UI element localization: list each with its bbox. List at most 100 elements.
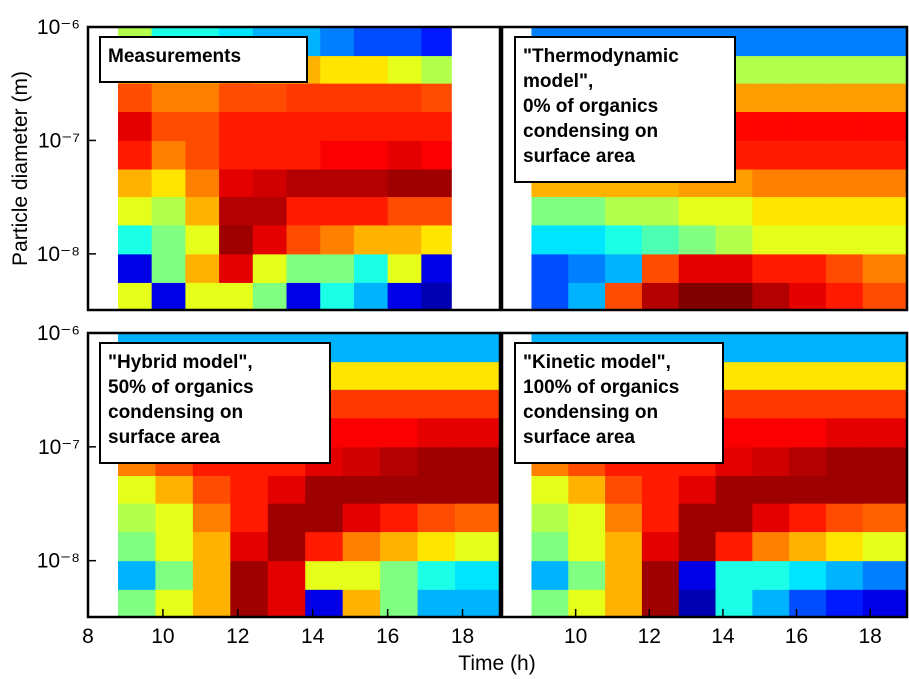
heatmap-cell <box>752 417 790 448</box>
heatmap-cell <box>862 503 908 533</box>
x-tick-label: 10 <box>151 625 174 648</box>
heatmap-cell <box>789 333 827 363</box>
heatmap-cell <box>286 83 321 112</box>
heatmap-cell <box>826 531 864 562</box>
heatmap-cell <box>715 531 753 562</box>
heatmap-cell <box>151 224 186 255</box>
heatmap-cell <box>568 475 606 504</box>
heatmap-cell <box>342 389 381 419</box>
heatmap-cell <box>568 531 606 562</box>
heatmap-cell <box>230 475 269 504</box>
heatmap-cell <box>605 531 643 562</box>
heatmap-cell <box>826 83 864 112</box>
heatmap-cell <box>192 560 231 590</box>
heatmap-cell <box>789 196 827 226</box>
heatmap-cell <box>678 224 717 255</box>
heatmap-cell <box>678 196 717 226</box>
heatmap-cell <box>421 140 452 170</box>
heatmap-cell <box>678 475 717 504</box>
heatmap-cell <box>678 589 717 618</box>
annotation-line: Measurements <box>108 46 241 67</box>
heatmap-cell <box>417 417 456 448</box>
heatmap-cell <box>286 224 321 255</box>
heatmap-cell <box>826 224 864 255</box>
heatmap-cell <box>789 589 827 618</box>
heatmap-cell <box>605 196 643 226</box>
heatmap-cell <box>752 389 790 419</box>
heatmap-cell <box>752 446 790 476</box>
heatmap-cell <box>641 253 680 283</box>
heatmap-cell <box>219 282 254 311</box>
heatmap-cell <box>219 253 254 283</box>
heatmap-cell <box>641 560 680 590</box>
heatmap-cell <box>286 168 321 198</box>
heatmap-cell <box>151 282 186 311</box>
annotation-box <box>514 342 724 464</box>
heatmap-cell <box>641 475 680 504</box>
heatmap-cell <box>826 27 864 57</box>
heatmap-cell <box>151 83 186 112</box>
heatmap-cell <box>267 589 306 618</box>
heatmap-cell <box>185 282 220 311</box>
heatmap-cell <box>117 253 153 283</box>
axes-frame <box>500 331 909 619</box>
heatmap-cell <box>230 560 269 590</box>
heatmap-cell <box>641 589 680 618</box>
x-tick-label: 16 <box>376 625 399 648</box>
heatmap-cell <box>387 111 422 141</box>
annotation-box <box>514 36 736 183</box>
heatmap-cell <box>219 224 254 255</box>
heatmap-cell <box>826 560 864 590</box>
heatmap-cell <box>789 361 827 390</box>
heatmap-cell <box>421 282 452 311</box>
heatmap-cell <box>531 475 569 504</box>
heatmap-cell <box>826 589 864 618</box>
heatmap-cell <box>826 361 864 390</box>
heatmap-cell <box>320 196 355 226</box>
heatmap-cell <box>752 140 790 170</box>
heatmap-cell <box>380 446 419 476</box>
heatmap-cell <box>826 446 864 476</box>
heatmap-cell <box>568 224 606 255</box>
heatmap-cell <box>320 55 355 84</box>
heatmap-cell <box>752 589 790 618</box>
heatmap-cell <box>641 503 680 533</box>
heatmap-cell <box>455 417 501 448</box>
heatmap-cell <box>417 333 456 363</box>
heatmap-cell <box>387 55 422 84</box>
heatmap-cell <box>752 111 790 141</box>
heatmap-cell <box>531 282 569 311</box>
heatmap-cell <box>151 168 186 198</box>
heatmap-cell <box>862 224 908 255</box>
heatmap-cell <box>789 282 827 311</box>
heatmap-cell <box>568 589 606 618</box>
heatmap-cell <box>752 333 790 363</box>
heatmap-cell <box>752 196 790 226</box>
heatmap-cell <box>862 333 908 363</box>
heatmap-cell <box>252 168 288 198</box>
heatmap-cell <box>421 55 452 84</box>
heatmap-cell <box>531 503 569 533</box>
heatmap-cell <box>715 503 753 533</box>
heatmap-cell <box>568 503 606 533</box>
heatmap-cell <box>715 282 753 311</box>
heatmap-cell <box>826 196 864 226</box>
heatmap-cell <box>219 140 254 170</box>
heatmap-cell <box>826 503 864 533</box>
heatmap-cell <box>151 111 186 141</box>
annotation-line: condensing on <box>523 121 658 142</box>
heatmap-cell <box>320 83 355 112</box>
heatmap-cell <box>353 168 389 198</box>
heatmap-cell <box>267 475 306 504</box>
heatmap-cell <box>387 196 422 226</box>
heatmap-cell <box>789 83 827 112</box>
heatmap-cell <box>417 560 456 590</box>
annotation-line: surface area <box>108 427 220 448</box>
heatmap-cell <box>320 224 355 255</box>
y-tick-label: 10⁻⁶ <box>37 322 80 345</box>
heatmap-cell <box>320 111 355 141</box>
heatmap-cell <box>320 282 355 311</box>
heatmap-cell <box>789 531 827 562</box>
heatmap-cell <box>117 560 156 590</box>
heatmap-cell <box>387 224 422 255</box>
